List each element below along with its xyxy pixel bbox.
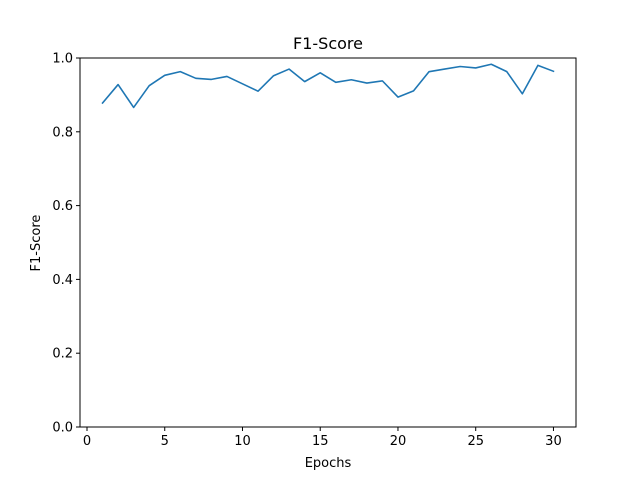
x-tick-label: 25 [467, 434, 484, 449]
x-axis-label: Epochs [305, 456, 352, 471]
x-tick-label: 10 [234, 434, 251, 449]
y-tick-label: 0.4 [52, 273, 73, 288]
x-tick-label: 5 [161, 434, 169, 449]
y-tick-label: 0.2 [52, 347, 73, 362]
x-tick-label: 15 [312, 434, 329, 449]
x-axis-ticks: 0 5 10 15 20 25 30 [83, 427, 562, 449]
x-tick-label: 30 [545, 434, 562, 449]
y-axis-label: F1-Score [29, 215, 44, 272]
series-line-0 [101, 63, 555, 109]
series-layer [101, 63, 555, 109]
y-axis-ticks: 0.0 0.2 0.4 0.6 0.8 1.0 [52, 52, 80, 436]
axes-frame [79, 57, 577, 428]
y-tick-label: 1.0 [52, 52, 73, 67]
plot-area: 0 5 10 15 20 25 30 0.0 0.2 0.4 0.6 0.8 1.0 [52, 52, 577, 449]
y-tick-label: 0.0 [52, 421, 73, 436]
chart-title: F1-Score [293, 34, 363, 53]
x-tick-label: 0 [83, 434, 91, 449]
y-tick-label: 0.6 [52, 199, 73, 214]
y-tick-label: 0.8 [52, 125, 73, 140]
x-tick-label: 20 [390, 434, 407, 449]
